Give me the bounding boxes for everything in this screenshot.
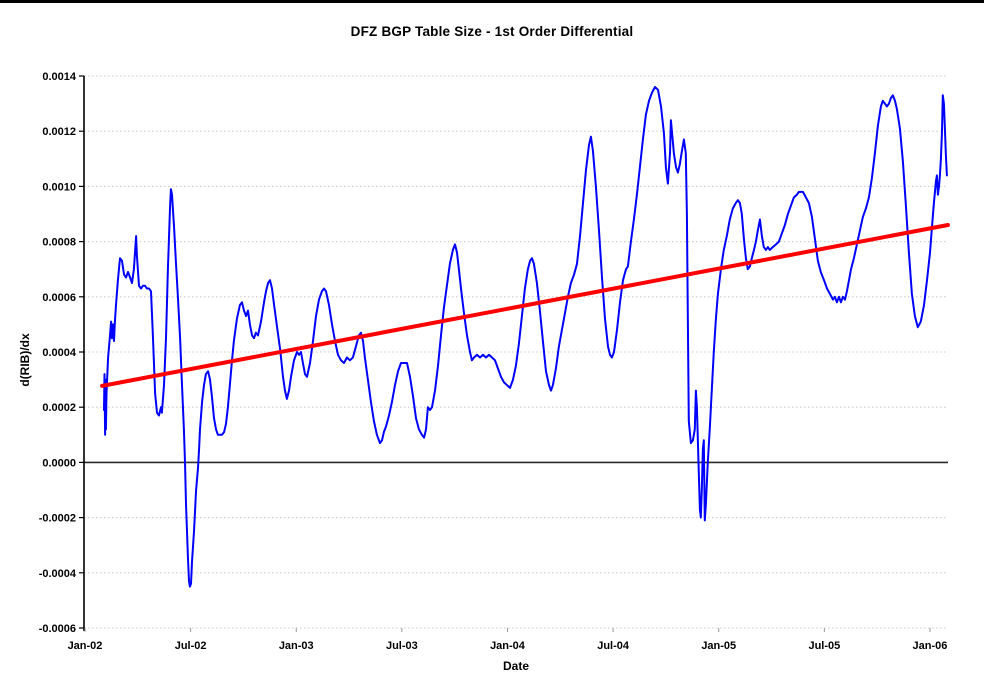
- x-tick-label: Jan-02: [68, 640, 103, 652]
- y-tick-label: -0.0006: [39, 623, 76, 635]
- y-tick-label: 0.0010: [42, 181, 76, 193]
- rib-differential-line: [103, 86, 948, 588]
- y-tick-label: 0.0006: [42, 292, 76, 304]
- x-tick-label: Jul-05: [808, 640, 840, 652]
- x-tick-label: Jul-03: [386, 640, 418, 652]
- x-tick-label: Jan-06: [913, 640, 948, 652]
- x-tick-label: Jul-02: [175, 640, 207, 652]
- x-tick-label: Jan-05: [701, 640, 736, 652]
- y-tick-label: 0.0002: [42, 402, 76, 414]
- trend-line: [100, 223, 950, 388]
- y-tick-label: 0.0008: [42, 237, 76, 249]
- y-tick-label: 0.0014: [42, 71, 77, 83]
- y-tick-label: 0.0000: [42, 457, 76, 469]
- x-tick-label: Jan-03: [279, 640, 314, 652]
- y-tick-label: 0.0004: [42, 347, 77, 359]
- chart-title: DFZ BGP Table Size - 1st Order Different…: [350, 24, 634, 39]
- window-top-border: [0, 0, 984, 3]
- x-axis-title: Date: [502, 659, 529, 673]
- y-tick-label: -0.0004: [39, 568, 77, 580]
- y-tick-label: -0.0002: [39, 513, 76, 525]
- x-tick-label: Jan-04: [490, 640, 526, 652]
- y-tick-label: 0.0012: [42, 126, 76, 138]
- x-tick-label: Jul-04: [597, 640, 630, 652]
